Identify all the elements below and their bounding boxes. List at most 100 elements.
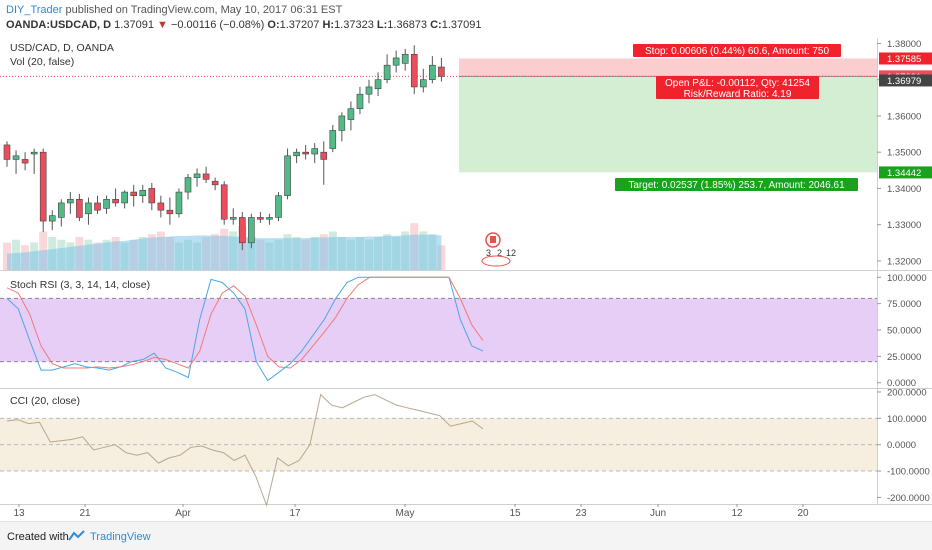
candle-body	[401, 54, 409, 64]
candle	[175, 188, 183, 218]
author-link[interactable]: DIY_Trader	[6, 4, 63, 16]
cci-tick-label: -100.0000	[887, 467, 930, 478]
pnl-label-text: Risk/Reward Ratio: 4.19	[684, 89, 792, 100]
stoch-tick-label: 0.0000	[887, 378, 916, 389]
candle	[67, 192, 74, 214]
x-tick-label: Apr	[175, 508, 191, 519]
candle-body	[365, 86, 373, 95]
candle	[157, 195, 165, 218]
candle-body	[311, 148, 319, 155]
candle-body	[347, 108, 355, 120]
event-icon-label: 3	[486, 248, 491, 258]
candle-body	[130, 191, 137, 196]
high-label: H:	[322, 19, 335, 31]
price-axis-label: 1.34442	[879, 166, 932, 179]
cci-series-line	[6, 393, 484, 508]
candle	[275, 192, 282, 222]
candle-body	[239, 217, 246, 244]
candle	[211, 177, 219, 191]
candle-body	[392, 57, 400, 66]
candle	[94, 195, 101, 214]
candle-body	[12, 155, 20, 160]
candle-body	[374, 79, 382, 90]
candle-body	[257, 217, 264, 220]
footer-bar: Created with TradingView	[0, 521, 932, 550]
price-axis-label-box	[879, 52, 932, 65]
candle-body	[383, 64, 391, 80]
open-value: 1.37207	[279, 19, 320, 31]
x-tick-label: 13	[13, 508, 25, 519]
candle-body	[39, 151, 47, 222]
stoch-tick-label: 100.0000	[887, 273, 927, 284]
candle-body	[419, 79, 427, 88]
candle-body	[302, 151, 309, 155]
us-flag-icon	[481, 255, 511, 267]
price-change: −0.00116 (−0.08%)	[170, 19, 265, 31]
x-tick-label: 12	[731, 508, 743, 519]
candle	[284, 148, 291, 200]
price-tick-label: 1.36000	[887, 111, 921, 122]
chart-area[interactable]: 1.380001.370001.360001.350001.340001.330…	[0, 38, 932, 521]
candle	[320, 141, 328, 185]
candle-body	[112, 199, 119, 204]
x-tick-label: 20	[797, 508, 809, 519]
candle	[57, 199, 65, 227]
candle-body	[85, 202, 92, 215]
maple-leaf-icon	[490, 236, 496, 243]
candle-body	[67, 199, 74, 204]
candle-body	[30, 151, 38, 155]
price-axis-label-text: 1.34442	[887, 168, 921, 179]
open-label: O:	[267, 19, 280, 31]
candle-body	[438, 66, 445, 77]
candle	[130, 184, 137, 207]
candle	[3, 141, 11, 167]
candle	[30, 148, 38, 174]
last-price: 1.37091	[114, 19, 154, 31]
candle	[184, 173, 192, 200]
price-axis-label-box	[879, 166, 932, 179]
pnl-label-box	[656, 76, 819, 99]
candle	[338, 112, 346, 142]
low-value: 1.36873	[387, 19, 428, 31]
candle	[401, 48, 409, 71]
target-label-box	[615, 178, 858, 191]
candle	[248, 213, 255, 249]
candle	[257, 212, 264, 223]
price-axis-label-box	[879, 74, 932, 87]
stoch-tick-label: 75.0000	[887, 299, 921, 310]
candle	[148, 183, 156, 211]
cci-tick-label: 0.0000	[887, 440, 916, 451]
x-tick-label: 15	[509, 508, 521, 519]
candle	[103, 195, 110, 214]
candle-body	[338, 115, 346, 131]
candle-body	[293, 151, 300, 157]
candle-body	[121, 191, 128, 204]
candle-body	[157, 202, 165, 211]
stoch-tick-label: 25.0000	[887, 352, 921, 363]
candle-body	[248, 217, 255, 244]
published-text: published on TradingView.com, May 10, 20…	[65, 4, 343, 16]
candle-body	[266, 217, 273, 220]
stoch-series-line	[6, 276, 484, 369]
pane-title: USD/CAD, D, OANDA	[10, 42, 114, 54]
candle-body	[193, 173, 201, 178]
candle	[356, 86, 364, 115]
candle-body	[211, 180, 219, 186]
candle	[220, 181, 228, 225]
cci-tick-label: -200.0000	[887, 493, 930, 504]
event-icon-label: 2	[497, 248, 502, 258]
candle	[48, 210, 56, 231]
price-tick-label: 1.32000	[887, 256, 921, 267]
stop-label-box	[633, 44, 841, 57]
candle-body	[76, 199, 83, 218]
target-label-text: Target: 0.02537 (1.85%) 253.7, Amount: 2…	[628, 180, 845, 191]
candle	[193, 168, 201, 187]
pane-title: CCI (20, close)	[10, 395, 80, 407]
price-axis-label-text: 1.36979	[887, 76, 921, 87]
price-tick-label: 1.34000	[887, 184, 921, 195]
candle-body	[410, 54, 418, 88]
candle	[266, 213, 273, 225]
event-date-label: 12	[506, 248, 516, 258]
stoch-tick-label: 50.0000	[887, 326, 921, 337]
tradingview-link[interactable]: TradingView	[90, 531, 151, 543]
